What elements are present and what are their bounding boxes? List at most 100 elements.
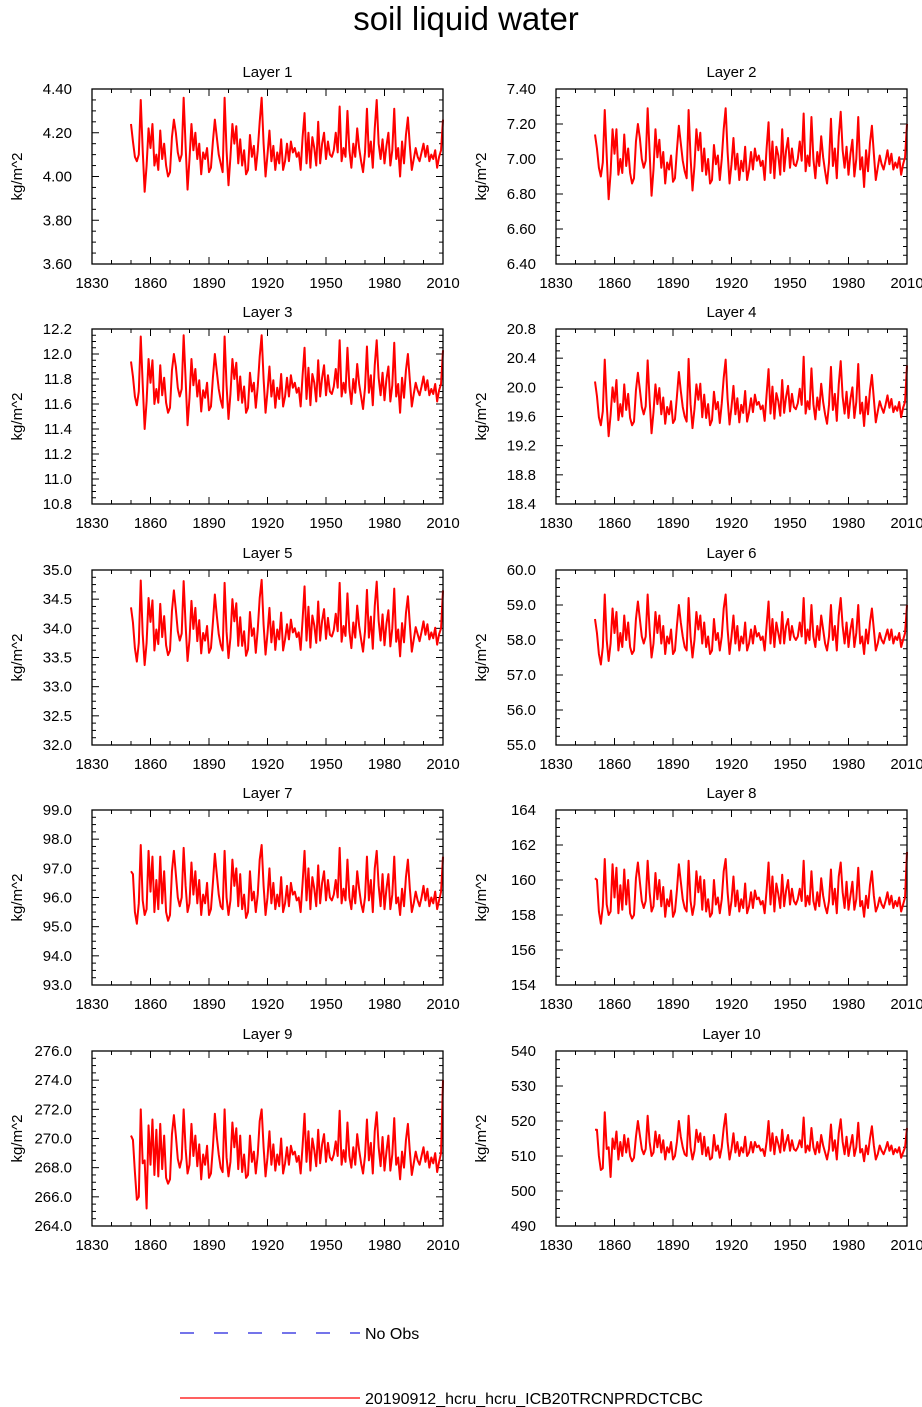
x-tick-label: 1890 [192, 756, 225, 773]
y-axis-label: kg/m^2 [9, 1115, 26, 1163]
x-tick-label: 1950 [773, 1237, 806, 1254]
x-tick-label: 1890 [656, 756, 689, 773]
panel-title: Layer 6 [706, 545, 756, 562]
y-tick-label: 500 [511, 1183, 536, 1200]
x-tick-label: 1950 [773, 515, 806, 532]
x-tick-label: 1950 [773, 996, 806, 1013]
plot-frame [555, 569, 908, 746]
series-line-layer-6 [594, 593, 908, 666]
y-tick-label: 264.0 [34, 1218, 72, 1235]
panel-layer-6: Layer 6 kg/m^2 1830 1860 1890 1920 1950 1980 201… [473, 545, 922, 773]
x-tick-label: 1950 [773, 756, 806, 773]
x-tick-label: 1980 [368, 996, 401, 1013]
y-axis-label: kg/m^2 [473, 153, 490, 201]
x-tick-label: 1830 [75, 1237, 108, 1254]
panel-layer-1: Layer 1 kg/m^2 1830 1860 1890 1920 1950 1980 201… [9, 64, 460, 292]
x-tick-label: 1830 [539, 275, 572, 292]
y-tick-label: 98.0 [43, 831, 72, 848]
x-tick-label: 1890 [192, 996, 225, 1013]
panel-layer-7: Layer 7 kg/m^2 1830 1860 1890 1920 1950 1980 201… [9, 785, 460, 1013]
y-tick-label: 32.0 [43, 737, 72, 754]
y-tick-label: 20.8 [507, 321, 536, 338]
panel-layer-5: Layer 5 kg/m^2 1830 1860 1890 1920 1950 1980 201… [9, 545, 460, 773]
y-tick-label: 160 [511, 872, 536, 889]
y-tick-label: 274.0 [34, 1072, 72, 1089]
x-tick-label: 2010 [426, 1237, 459, 1254]
x-tick-label: 1950 [309, 996, 342, 1013]
x-tick-label: 1890 [656, 1237, 689, 1254]
plot-frame [555, 328, 908, 505]
x-tick-label: 1830 [75, 275, 108, 292]
x-tick-label: 2010 [426, 275, 459, 292]
x-tick-label: 1950 [309, 756, 342, 773]
x-tick-label: 1980 [832, 1237, 865, 1254]
x-tick-label: 1860 [134, 1237, 167, 1254]
x-tick-label: 1860 [134, 275, 167, 292]
series-line-layer-3 [130, 334, 444, 430]
series-line-layer-4 [594, 355, 908, 438]
y-axis-label: kg/m^2 [473, 1115, 490, 1163]
series-line-layer-8 [594, 851, 908, 925]
y-tick-label: 10.8 [43, 496, 72, 513]
y-tick-label: 3.60 [43, 256, 72, 273]
y-tick-label: 33.5 [43, 650, 72, 667]
x-tick-label: 2010 [890, 1237, 922, 1254]
y-tick-label: 20.0 [507, 379, 536, 396]
y-tick-label: 18.8 [507, 467, 536, 484]
x-tick-label: 1950 [309, 275, 342, 292]
x-tick-label: 1980 [368, 515, 401, 532]
panel-layer-4: Layer 4 kg/m^2 1830 1860 1890 1920 1950 1980 201… [473, 304, 922, 532]
y-tick-label: 6.40 [507, 256, 536, 273]
plot-frame [91, 1050, 444, 1227]
x-tick-label: 1860 [598, 756, 631, 773]
y-tick-label: 3.80 [43, 212, 72, 229]
y-tick-label: 12.2 [43, 321, 72, 338]
y-tick-label: 11.0 [44, 471, 72, 488]
x-tick-label: 1980 [832, 756, 865, 773]
figure-title: soil liquid water [353, 0, 579, 37]
panel-title: Layer 4 [706, 304, 756, 321]
x-tick-label: 1920 [251, 996, 284, 1013]
y-axis-label: kg/m^2 [473, 634, 490, 682]
x-tick-label: 1890 [192, 1237, 225, 1254]
legend: No Obs 20190912_hcru_hcru_ICB20TRCNPRDCT… [180, 1326, 703, 1407]
x-tick-label: 1830 [539, 996, 572, 1013]
x-tick-label: 1980 [368, 1237, 401, 1254]
y-tick-label: 7.20 [507, 116, 536, 133]
panel-title: Layer 8 [706, 785, 756, 802]
x-tick-label: 1920 [715, 1237, 748, 1254]
y-tick-label: 95.0 [43, 919, 72, 936]
panel-title: Layer 2 [706, 64, 756, 81]
x-tick-label: 1860 [134, 515, 167, 532]
x-tick-label: 1920 [715, 996, 748, 1013]
x-tick-label: 1920 [251, 275, 284, 292]
y-tick-label: 12.0 [43, 346, 72, 363]
x-tick-label: 1830 [539, 1237, 572, 1254]
y-tick-label: 11.6 [44, 396, 72, 413]
y-tick-label: 34.0 [43, 620, 72, 637]
x-tick-label: 1890 [656, 996, 689, 1013]
y-tick-label: 530 [511, 1078, 536, 1095]
x-tick-label: 1920 [715, 756, 748, 773]
y-tick-label: 11.8 [44, 371, 72, 388]
x-tick-label: 2010 [890, 275, 922, 292]
x-tick-label: 1980 [368, 275, 401, 292]
y-tick-label: 7.40 [507, 81, 536, 98]
y-tick-label: 6.80 [507, 186, 536, 203]
panel-layer-9: Layer 9 kg/m^2 1830 1860 1890 1920 1950 1980 201… [9, 1026, 460, 1254]
panel-title: Layer 1 [242, 64, 292, 81]
x-tick-label: 1980 [832, 515, 865, 532]
y-tick-label: 270.0 [34, 1131, 72, 1148]
y-tick-label: 158 [511, 907, 536, 924]
y-tick-label: 490 [511, 1218, 536, 1235]
y-axis-label: kg/m^2 [473, 393, 490, 441]
panel-title: Layer 5 [242, 545, 292, 562]
plot-frame [555, 1050, 908, 1227]
y-tick-label: 156 [511, 942, 536, 959]
panel-layer-3: Layer 3 kg/m^2 1830 1860 1890 1920 1950 1980 201… [9, 304, 460, 532]
y-tick-label: 96.0 [43, 890, 72, 907]
panel-title: Layer 3 [242, 304, 292, 321]
x-tick-label: 2010 [426, 996, 459, 1013]
x-tick-label: 1830 [75, 515, 108, 532]
